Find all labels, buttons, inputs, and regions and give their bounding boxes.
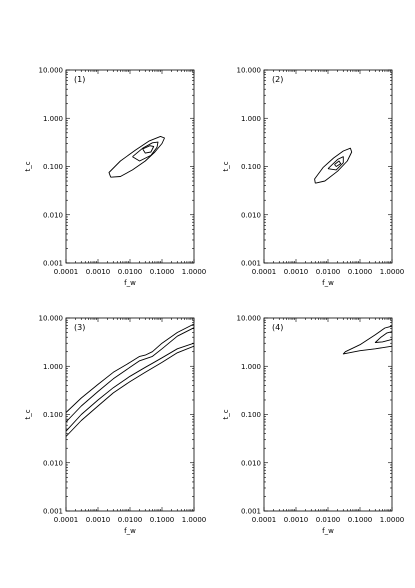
x-tick-label: 0.1000: [150, 516, 175, 524]
y-axis-label: t_c: [24, 409, 32, 419]
contour-line-2: [132, 141, 159, 162]
y-tick-label: 0.010: [43, 459, 63, 467]
y-tick-label: 0.010: [43, 211, 63, 219]
y-axis-label: t_c: [222, 409, 230, 419]
contour-line-3: [142, 145, 155, 154]
plot-frame: [65, 317, 195, 512]
contour-line-1: [342, 325, 392, 355]
x-tick-label: 0.0010: [86, 268, 111, 276]
x-axis-label: f_w: [124, 279, 136, 287]
y-tick-label: 0.100: [241, 411, 261, 419]
y-tick-label: 10.000: [39, 315, 64, 323]
y-tick-label: 0.010: [241, 459, 261, 467]
x-axis-label: f_w: [124, 527, 136, 535]
x-tick-label: 0.0100: [118, 516, 143, 524]
panel-1: [65, 69, 195, 264]
x-tick-label: 0.0010: [284, 516, 309, 524]
y-tick-label: 10.000: [39, 67, 64, 75]
x-tick-label: 1.0000: [182, 268, 207, 276]
y-tick-label: 0.001: [241, 260, 261, 268]
x-tick-label: 0.0100: [316, 268, 341, 276]
x-tick-label: 1.0000: [182, 516, 207, 524]
contour-line-4: [66, 345, 194, 437]
plot-frame: [263, 317, 393, 512]
contour-line-2: [327, 156, 344, 171]
x-tick-label: 1.0000: [380, 268, 405, 276]
x-axis-label: f_w: [322, 279, 334, 287]
x-tick-label: 0.0001: [54, 268, 79, 276]
contour-line-1: [66, 323, 194, 413]
y-tick-label: 0.010: [241, 211, 261, 219]
panel-label: (3): [74, 323, 85, 332]
plot-frame: [65, 69, 195, 264]
x-axis-label: f_w: [322, 527, 334, 535]
y-axis-label: t_c: [24, 161, 32, 171]
panel-2: [263, 69, 393, 264]
y-tick-label: 1.000: [43, 363, 63, 371]
y-tick-label: 0.100: [43, 411, 63, 419]
x-tick-label: 0.0100: [316, 516, 341, 524]
x-tick-label: 0.0100: [118, 268, 143, 276]
x-tick-label: 0.0001: [54, 516, 79, 524]
panel-label: (2): [272, 75, 283, 84]
contour-line-1: [108, 135, 165, 178]
x-tick-label: 1.0000: [380, 516, 405, 524]
x-tick-label: 0.1000: [348, 268, 373, 276]
panel-label: (4): [272, 323, 283, 332]
panel-3: [65, 317, 195, 512]
contour-line-2: [374, 331, 392, 343]
y-axis-label: t_c: [222, 161, 230, 171]
x-tick-label: 0.0001: [252, 268, 277, 276]
x-tick-label: 0.0010: [284, 268, 309, 276]
y-tick-label: 1.000: [241, 115, 261, 123]
y-tick-label: 10.000: [237, 67, 262, 75]
y-tick-label: 10.000: [237, 315, 262, 323]
x-tick-label: 0.1000: [150, 268, 175, 276]
y-tick-label: 0.001: [43, 260, 63, 268]
contour-line-1: [314, 147, 353, 184]
y-tick-label: 0.100: [241, 163, 261, 171]
plot-frame: [263, 69, 393, 264]
contour-line-2: [66, 327, 194, 423]
y-tick-label: 0.001: [43, 508, 63, 516]
contour-line-3: [66, 342, 194, 432]
panel-4: [263, 317, 393, 512]
x-tick-label: 0.1000: [348, 516, 373, 524]
x-tick-label: 0.0010: [86, 516, 111, 524]
y-tick-label: 0.100: [43, 163, 63, 171]
contour-line-3: [334, 160, 342, 167]
x-tick-label: 0.0001: [252, 516, 277, 524]
y-tick-label: 1.000: [241, 363, 261, 371]
panel-label: (1): [74, 75, 85, 84]
y-tick-label: 0.001: [241, 508, 261, 516]
y-tick-label: 1.000: [43, 115, 63, 123]
